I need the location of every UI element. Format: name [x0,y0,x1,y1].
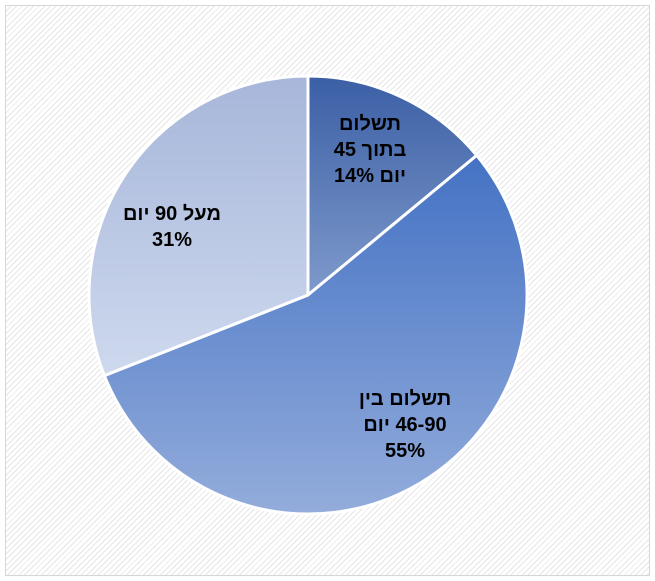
slice-label-line: תשלום [339,113,401,135]
slice-label-1: תשלום בתוך 45 יום 14% [334,113,407,187]
pie-slice-1 [306,74,479,297]
slice-label-3: מעל 90 יום 31% [123,203,221,251]
slice-label-line: יום 14% [334,165,406,187]
pie-slice-3 [87,74,310,378]
slice-label-line: 55% [385,440,425,462]
pie-slice-2 [102,153,529,516]
slice-label-line: 46-90 יום [363,414,446,436]
slice-label-line: תשלום בין [359,388,451,410]
slice-label-line: 31% [152,229,192,251]
slice-label-line: מעל 90 יום [123,203,221,225]
slice-label-2: תשלום בין 46-90 יום 55% [359,388,451,462]
slice-label-line: בתוך 45 [334,139,407,161]
